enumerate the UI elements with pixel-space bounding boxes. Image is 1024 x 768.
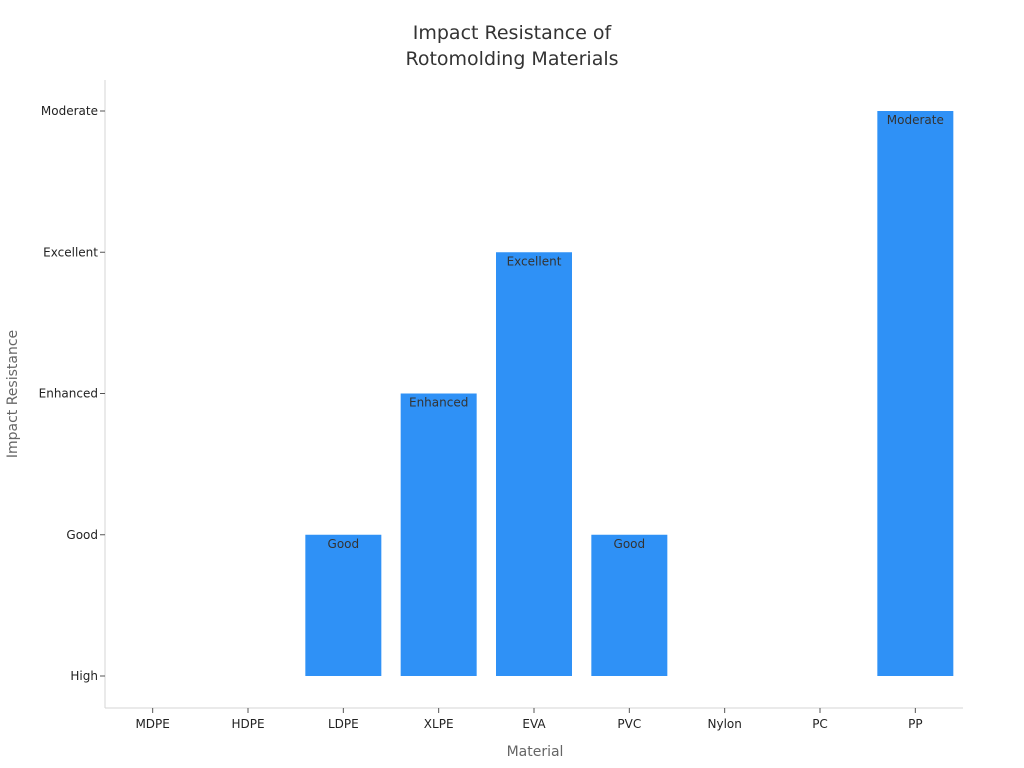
x-tick-label: XLPE: [424, 717, 454, 731]
x-tick-label: MDPE: [135, 717, 169, 731]
x-tick-label: Nylon: [707, 717, 741, 731]
x-tick-label: LDPE: [328, 717, 359, 731]
y-tick-label: Enhanced: [39, 387, 98, 401]
y-tick-label: Moderate: [41, 104, 98, 118]
x-tick-label: PP: [908, 717, 922, 731]
x-tick-label: HDPE: [231, 717, 264, 731]
bar-data-label: Excellent: [507, 254, 562, 268]
chart-title-line-1: Impact Resistance of: [412, 22, 612, 44]
x-tick-label: EVA: [522, 717, 546, 731]
bar-data-label: Good: [614, 537, 646, 551]
bar: [591, 534, 668, 676]
bar-data-label: Moderate: [887, 113, 944, 127]
x-tick-label: PC: [812, 717, 828, 731]
y-tick-label: Good: [66, 528, 98, 542]
y-tick-label: High: [70, 669, 98, 683]
y-ticks: High Good Enhanced Excellent Moderate: [39, 104, 105, 683]
x-axis-label: Material: [507, 744, 564, 760]
x-tick-label: PVC: [617, 717, 641, 731]
y-tick-label: Excellent: [43, 245, 98, 259]
bar: [877, 111, 954, 676]
x-ticks: MDPE HDPE LDPE XLPE EVA PVC Nylon PC PP: [135, 708, 923, 731]
bar-data-label: Enhanced: [409, 396, 468, 410]
y-axis-label: Impact Resistance: [5, 330, 21, 458]
bar: [400, 393, 477, 676]
bar: [305, 534, 382, 676]
bar-data-label: Good: [328, 537, 360, 551]
bars-layer: Good Enhanced Excellent Good Moderate: [305, 111, 954, 676]
chart-title-line-2: Rotomolding Materials: [405, 48, 619, 70]
bar: [496, 252, 572, 676]
